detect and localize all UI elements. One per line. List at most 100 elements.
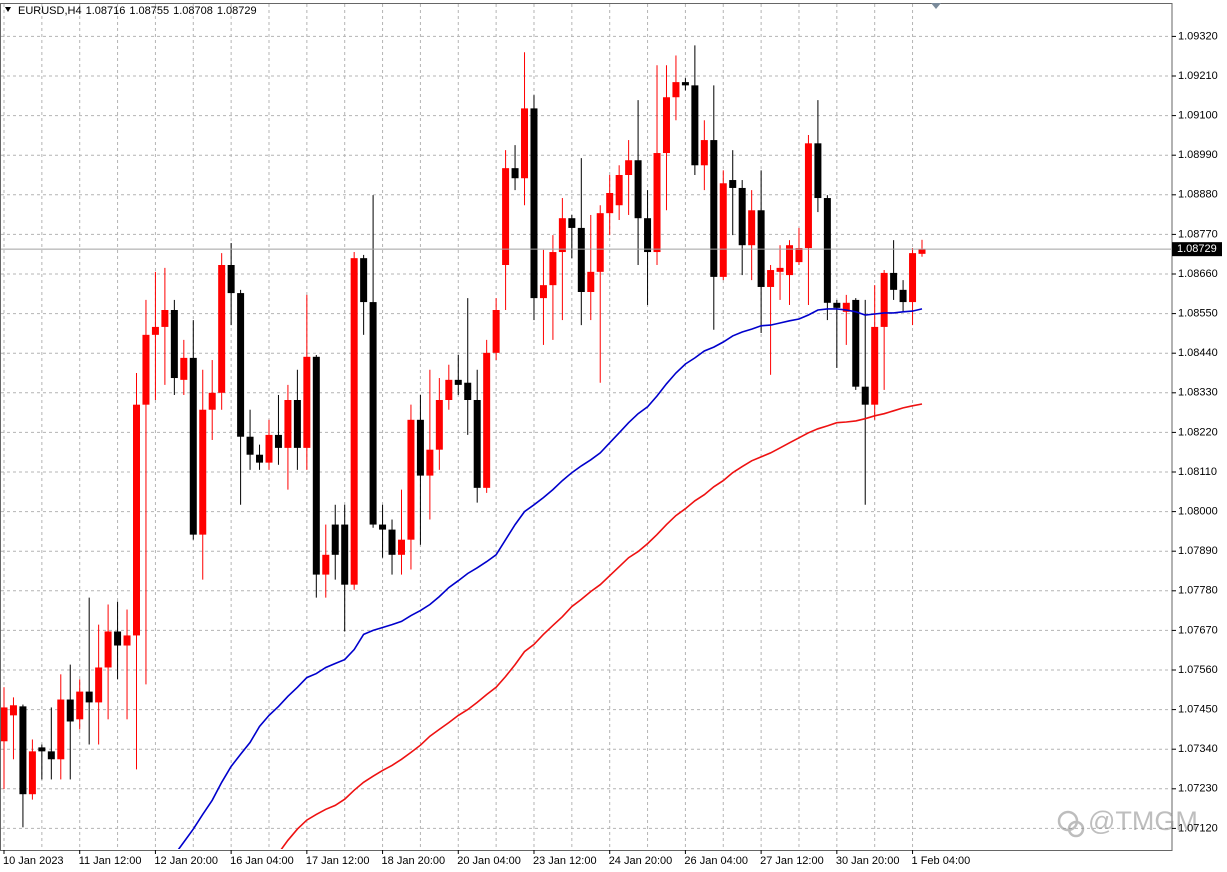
- x-tick-label: 30 Jan 20:00: [836, 855, 900, 867]
- candle-body: [38, 747, 46, 752]
- candle-body: [587, 271, 595, 292]
- candle-body: [284, 400, 292, 448]
- candle-body: [85, 691, 93, 703]
- candle-body: [606, 193, 614, 214]
- candle-body: [880, 272, 888, 327]
- candle-body: [899, 289, 907, 303]
- candle-body: [445, 379, 453, 400]
- candle-body: [492, 310, 500, 353]
- y-tick-label: 1.08220: [1178, 426, 1218, 438]
- candle-body: [549, 252, 557, 286]
- y-tick-label: 1.08880: [1178, 189, 1218, 201]
- candle-body: [748, 210, 756, 246]
- candle-body: [473, 400, 481, 488]
- candle-body: [804, 143, 812, 249]
- candle-body: [681, 82, 689, 86]
- candle-body: [738, 187, 746, 246]
- watermark-logo: [1067, 820, 1085, 838]
- candle-body: [823, 198, 831, 303]
- y-tick-label: 1.09100: [1178, 110, 1218, 122]
- candle-body: [246, 436, 254, 455]
- moving-average: [280, 403, 923, 849]
- candle-body: [208, 392, 216, 410]
- candle-body: [483, 352, 491, 488]
- candle-body: [274, 434, 282, 448]
- y-tick-label: 1.07340: [1178, 743, 1218, 755]
- candle-body: [161, 310, 169, 327]
- candle-body: [227, 265, 235, 294]
- candle-body: [28, 751, 36, 795]
- y-tick-label: 1.09320: [1178, 30, 1218, 42]
- y-tick-label: 1.09210: [1178, 70, 1218, 82]
- candle-body: [539, 285, 547, 299]
- low-value: 1.08708: [173, 5, 213, 17]
- x-tick-label: 12 Jan 20:00: [154, 855, 218, 867]
- y-tick-label: 1.08770: [1178, 228, 1218, 240]
- y-tick-label: 1.08000: [1178, 506, 1218, 518]
- candle-body: [123, 635, 131, 646]
- y-tick-label: 1.07670: [1178, 624, 1218, 636]
- x-tick-label: 11 Jan 12:00: [79, 855, 142, 867]
- candle-body: [322, 554, 330, 575]
- y-tick-label: 1.08110: [1178, 466, 1217, 478]
- candle-body: [672, 82, 680, 98]
- moving-average: [177, 308, 923, 849]
- candle-body: [341, 524, 349, 585]
- candle-body: [104, 631, 112, 668]
- x-tick-label: 26 Jan 04:00: [684, 855, 748, 867]
- y-tick-label: 1.08440: [1178, 347, 1218, 359]
- candle-body: [464, 382, 472, 400]
- candle-body: [511, 168, 519, 179]
- menu-arrow[interactable]: [5, 7, 11, 12]
- open-value: 1.08716: [86, 5, 126, 17]
- x-tick-label: 17 Jan 12:00: [306, 855, 370, 867]
- candle-body: [331, 524, 339, 555]
- close-value: 1.08729: [217, 5, 257, 17]
- candle-body: [909, 253, 917, 303]
- candle-body: [237, 293, 245, 437]
- candle-body: [57, 699, 65, 760]
- shift-marker[interactable]: [931, 3, 941, 9]
- y-tick-label: 1.08330: [1178, 387, 1218, 399]
- candle-body: [530, 108, 538, 299]
- candle-body: [66, 699, 74, 722]
- candle-body: [852, 299, 860, 387]
- candle-body: [142, 334, 150, 405]
- candle-body: [350, 258, 358, 585]
- candle-body: [502, 168, 510, 265]
- candle-body: [388, 529, 396, 555]
- candle-body: [577, 227, 585, 292]
- candle-body: [76, 691, 84, 720]
- candle-body: [416, 419, 424, 476]
- candle-body: [218, 265, 226, 393]
- candle-body: [293, 400, 301, 448]
- candle-body: [776, 267, 784, 272]
- grid: [1, 4, 1172, 850]
- candle-body: [132, 404, 140, 636]
- price-label: 1.08729: [1177, 243, 1217, 255]
- candle-body: [189, 357, 197, 535]
- candle-body: [95, 667, 103, 703]
- candle-body: [729, 180, 737, 188]
- y-tick-label: 1.07230: [1178, 783, 1218, 795]
- y-tick-label: 1.07560: [1178, 664, 1218, 676]
- candle-body: [47, 751, 55, 760]
- x-tick-label: 1 Feb 04:00: [912, 855, 971, 867]
- candle-body: [407, 419, 415, 540]
- candle-body: [634, 160, 642, 219]
- y-tick-label: 1.07120: [1178, 822, 1218, 834]
- high-value: 1.08755: [129, 5, 169, 17]
- candle-body: [369, 302, 377, 525]
- candle-body: [454, 379, 462, 385]
- candle-body: [1, 707, 8, 742]
- x-tick-label: 16 Jan 04:00: [230, 855, 294, 867]
- x-tick-label: 18 Jan 20:00: [382, 855, 446, 867]
- x-tick-label: 23 Jan 12:00: [533, 855, 597, 867]
- candle-body: [151, 326, 159, 335]
- watermark-text: @TMGM: [1088, 806, 1198, 836]
- candle-body: [180, 357, 188, 380]
- candle-body: [710, 140, 718, 277]
- candle-body: [833, 302, 841, 308]
- candle-body: [596, 213, 604, 272]
